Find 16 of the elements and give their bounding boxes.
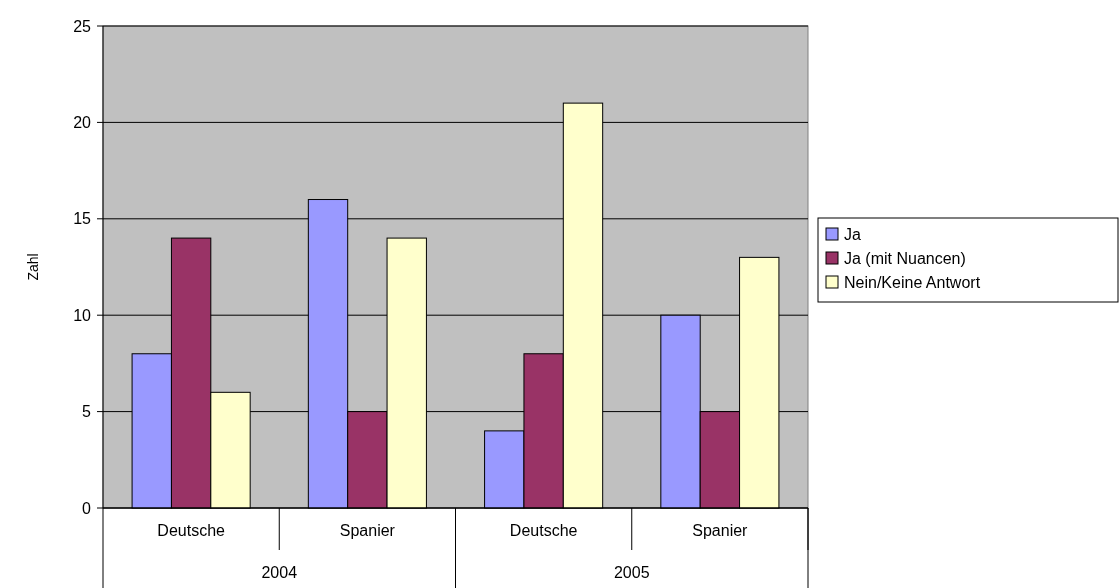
y-tick-label: 15 xyxy=(73,210,92,228)
x-tick-label: Spanier xyxy=(339,522,396,539)
x-tick-label: Deutsche xyxy=(157,522,226,539)
y-tick-label: 10 xyxy=(73,306,92,324)
text: 2005 xyxy=(613,564,650,581)
x-tick-label: Spanier xyxy=(692,522,749,539)
legend-label: Ja xyxy=(844,225,861,243)
legend-label: Ja (mit Nuancen) xyxy=(844,249,966,267)
y-axis-title: Zahl xyxy=(25,253,41,281)
y-tick-label: 0 xyxy=(82,499,92,517)
y-tick-label: 5 xyxy=(82,403,92,421)
y-tick-label: 20 xyxy=(73,114,92,131)
text: 2004 xyxy=(261,564,298,581)
y-tick-label: 25 xyxy=(73,17,92,35)
legend-label: Nein/Keine Antwort xyxy=(844,273,981,291)
x-tick-label: Deutsche xyxy=(509,522,578,539)
